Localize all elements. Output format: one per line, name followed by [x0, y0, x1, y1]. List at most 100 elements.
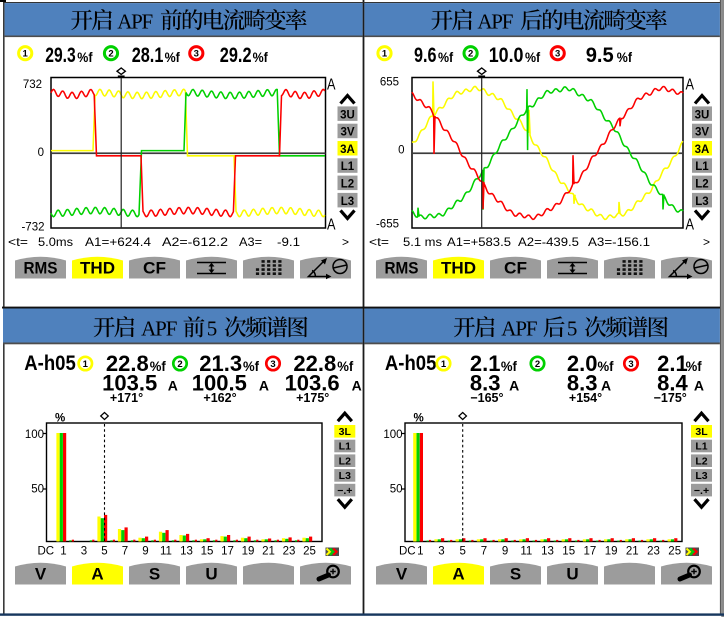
- svg-text:RMS: RMS: [24, 259, 58, 278]
- svg-text:%f: %f: [525, 49, 540, 65]
- svg-text:3U: 3U: [340, 109, 355, 121]
- svg-text:3A: 3A: [695, 144, 710, 156]
- svg-text:L3: L3: [339, 470, 351, 482]
- svg-text:CF: CF: [143, 259, 166, 278]
- svg-text:2: 2: [108, 49, 113, 60]
- svg-text:DC: DC: [399, 546, 416, 558]
- svg-text:1: 1: [382, 49, 388, 60]
- svg-text:15: 15: [201, 546, 214, 558]
- svg-text:3V: 3V: [340, 127, 354, 139]
- svg-text:APF: APF: [141, 317, 177, 341]
- svg-text:DC: DC: [37, 546, 54, 558]
- svg-text:+162°: +162°: [203, 391, 236, 405]
- svg-text:%: %: [55, 413, 65, 425]
- svg-text:19: 19: [242, 546, 255, 558]
- svg-text:11: 11: [160, 546, 172, 558]
- svg-text:28.1: 28.1: [132, 44, 164, 67]
- svg-text:0: 0: [38, 147, 44, 159]
- svg-text:8.3: 8.3: [567, 371, 598, 396]
- svg-text:2.0: 2.0: [567, 351, 598, 376]
- svg-text:A: A: [352, 378, 362, 394]
- svg-text:%f: %f: [243, 359, 259, 374]
- svg-text:A-h05: A-h05: [385, 352, 437, 375]
- svg-text:THD: THD: [441, 259, 476, 278]
- svg-text:L3: L3: [695, 196, 708, 208]
- svg-text:L1: L1: [341, 161, 355, 173]
- svg-text:100: 100: [383, 429, 402, 441]
- svg-text:3U: 3U: [695, 109, 710, 121]
- svg-text:−.+: −.+: [337, 485, 352, 497]
- svg-text:21.3: 21.3: [199, 351, 242, 376]
- svg-text:A: A: [327, 217, 336, 234]
- svg-text:<t=: <t=: [369, 235, 389, 249]
- svg-text:2.1: 2.1: [470, 351, 501, 376]
- svg-text:19: 19: [605, 546, 618, 558]
- svg-text:A: A: [327, 77, 336, 94]
- svg-text:L3: L3: [341, 196, 354, 208]
- svg-text:8.3: 8.3: [470, 371, 501, 396]
- svg-text:+175°: +175°: [296, 391, 329, 405]
- svg-text:7: 7: [122, 546, 128, 558]
- svg-text:100.5: 100.5: [192, 371, 247, 396]
- svg-text:<t=: <t=: [8, 235, 28, 249]
- svg-text:-655: -655: [376, 219, 399, 231]
- svg-text:22.8: 22.8: [106, 351, 149, 376]
- svg-text:L2: L2: [339, 455, 351, 467]
- svg-text:%f: %f: [150, 359, 166, 374]
- svg-text:A3=: A3=: [239, 235, 262, 249]
- svg-text:13: 13: [180, 546, 193, 558]
- svg-text:%f: %f: [438, 49, 453, 65]
- svg-text:A1=+583.5: A1=+583.5: [447, 235, 511, 249]
- svg-text:L3: L3: [695, 470, 707, 482]
- svg-text:2: 2: [177, 359, 182, 370]
- svg-text:%f: %f: [253, 49, 268, 65]
- svg-text:3: 3: [628, 359, 633, 370]
- svg-text:%f: %f: [77, 49, 92, 65]
- svg-text:2: 2: [535, 359, 540, 370]
- svg-text:L1: L1: [695, 161, 709, 173]
- svg-text:50: 50: [31, 484, 44, 496]
- svg-text:13: 13: [541, 546, 554, 558]
- svg-text:−.+: −.+: [694, 485, 709, 497]
- svg-text:A: A: [601, 378, 611, 394]
- svg-text:L2: L2: [695, 179, 708, 191]
- svg-text:8.4: 8.4: [657, 371, 688, 396]
- svg-text:5: 5: [567, 317, 578, 341]
- svg-text:1: 1: [60, 546, 66, 558]
- svg-text:15: 15: [562, 546, 575, 558]
- svg-text:%f: %f: [598, 359, 614, 374]
- svg-text:103.6: 103.6: [285, 371, 340, 396]
- svg-text:25: 25: [668, 546, 681, 558]
- svg-text:-732: -732: [21, 222, 44, 234]
- svg-text:9: 9: [502, 546, 508, 558]
- svg-text:CF: CF: [504, 259, 527, 278]
- svg-text:A: A: [452, 565, 464, 584]
- svg-text:L1: L1: [695, 441, 707, 453]
- svg-text:A: A: [259, 378, 269, 394]
- svg-text:5.0ms: 5.0ms: [38, 235, 73, 249]
- svg-text:A: A: [168, 378, 178, 394]
- svg-text:23: 23: [647, 546, 660, 558]
- svg-text:17: 17: [584, 546, 597, 558]
- svg-text:3L: 3L: [695, 426, 708, 438]
- svg-text:29.2: 29.2: [220, 44, 252, 67]
- svg-text:%f: %f: [337, 359, 353, 374]
- svg-text:V: V: [396, 565, 408, 584]
- svg-text:3: 3: [270, 359, 275, 370]
- svg-text:5: 5: [207, 317, 218, 341]
- svg-text:%f: %f: [617, 49, 632, 65]
- svg-text:A1=+624.4: A1=+624.4: [85, 235, 151, 249]
- svg-text:9.5: 9.5: [586, 44, 614, 67]
- svg-text:%f: %f: [686, 359, 702, 374]
- svg-text:3A: 3A: [340, 144, 355, 156]
- svg-text:10.0: 10.0: [489, 44, 524, 67]
- svg-text:23: 23: [283, 546, 296, 558]
- svg-text:103.5: 103.5: [102, 371, 157, 396]
- svg-text:3: 3: [555, 49, 560, 60]
- svg-text:3V: 3V: [695, 127, 709, 139]
- svg-text:S: S: [149, 565, 160, 584]
- svg-text:S: S: [510, 565, 521, 584]
- svg-text:>: >: [703, 235, 710, 249]
- svg-text:APF: APF: [117, 9, 153, 33]
- svg-text:2.1: 2.1: [657, 351, 688, 376]
